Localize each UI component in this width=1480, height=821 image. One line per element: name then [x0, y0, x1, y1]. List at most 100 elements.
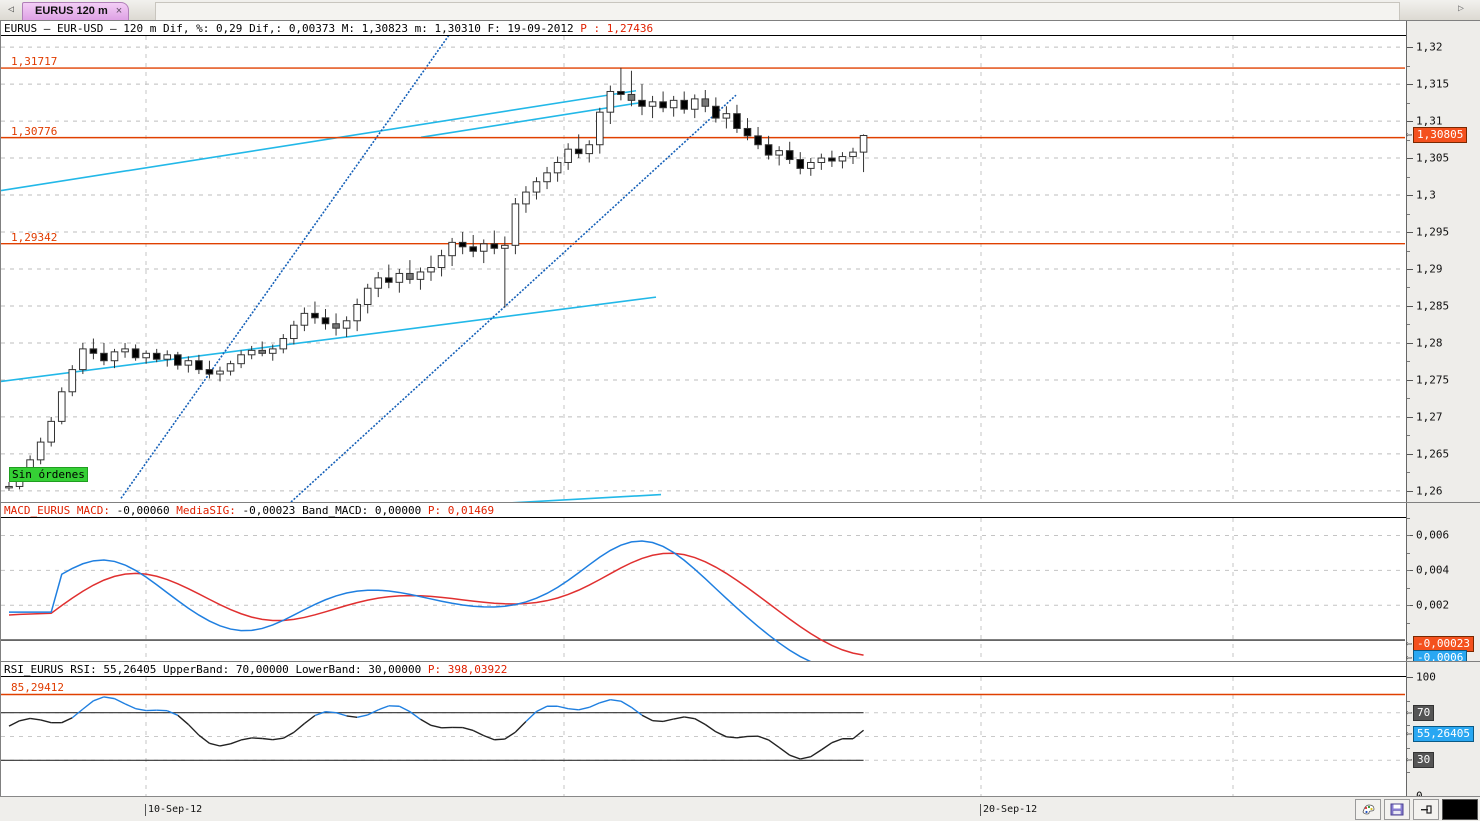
lowerband-label: LowerBand:: [295, 663, 361, 676]
rsi-value-badge[interactable]: 55,26405: [1413, 726, 1474, 742]
tab-strip-empty-area: [155, 2, 1400, 21]
macd-axis-minor-tickmark: [1407, 605, 1410, 606]
price-level-label: 1,31717: [11, 55, 57, 68]
price-axis-tickmark: [1407, 417, 1413, 418]
price-axis-tick: 1,285: [1416, 299, 1449, 312]
rsi-level-pointer-icon: ⇦: [1406, 755, 1412, 766]
time-axis-label: 10-Sep-12: [145, 804, 202, 816]
rsi-level-pointer-icon: ⇦: [1406, 707, 1412, 718]
save-icon[interactable]: [1384, 799, 1410, 820]
price-axis-minor-tickmark: [1407, 435, 1410, 436]
price-axis-minor-tickmark: [1407, 398, 1410, 399]
macd-axis-minor-tickmark: [1407, 518, 1410, 519]
macd-panel-header: MACD_EURUS MACD: -0,00060 MediaSIG: -0,0…: [1, 503, 1480, 518]
rsi-plot-area[interactable]: 85,29412: [1, 677, 1407, 797]
price-axis-minor-tickmark: [1407, 287, 1410, 288]
band-label: Band_MACD:: [302, 504, 368, 517]
rsi-overbought-label: 85,29412: [11, 681, 64, 694]
tab-eurus-120m[interactable]: EURUS 120 m ×: [22, 2, 129, 21]
price-axis-tickmark: [1407, 84, 1413, 85]
rsi-axis-minor-tickmark: [1407, 725, 1410, 726]
price-axis-minor-tickmark: [1407, 177, 1410, 178]
price-chart-panel: EURUS – EUR-USD – 120 m Dif, %: 0,29 Dif…: [0, 20, 1480, 504]
price-axis-tickmark: [1407, 158, 1413, 159]
macd-plot-area[interactable]: [1, 518, 1407, 662]
price-axis-tickmark: [1407, 195, 1413, 196]
tab-close-icon[interactable]: ×: [116, 5, 122, 17]
macd-axis-minor-tickmark: [1407, 623, 1410, 624]
rsi-axis-minor-tickmark: [1407, 701, 1410, 702]
rsi-lowerband-badge[interactable]: 30: [1413, 752, 1434, 768]
rsi-level-pointer-icon: ⇦: [1406, 729, 1412, 740]
price-axis-minor-tickmark: [1407, 214, 1410, 215]
pin-icon[interactable]: [1413, 799, 1439, 820]
dif-label: Dif,:: [249, 22, 282, 35]
date-value: 19-09-2012: [507, 22, 573, 35]
max-value: 1,30823: [362, 22, 408, 35]
date-label: F:: [488, 22, 501, 35]
time-axis: 10-Sep-12 20-Sep-12: [0, 796, 1480, 821]
rsi-axis-minor-tickmark: [1407, 772, 1410, 773]
macd-axis-minor-tickmark: [1407, 535, 1410, 536]
macd-axis-minor-tickmark: [1407, 588, 1410, 589]
time-axis-label: 20-Sep-12: [980, 804, 1037, 816]
price-axis-tick: 1,3: [1416, 189, 1436, 202]
current-price-badge[interactable]: 1,30805: [1413, 127, 1467, 143]
rsi-p-value: 398,03922: [448, 663, 508, 676]
price-axis-tickmark: [1407, 380, 1413, 381]
macd-axis-tick: 0,004: [1416, 564, 1449, 577]
rsi-axis[interactable]: 1000⇦70⇦55,26405⇦30: [1406, 662, 1480, 797]
lowerband-value: 30,00000: [368, 663, 421, 676]
status-bar: [1355, 799, 1478, 819]
price-axis-tick: 1,31: [1416, 115, 1443, 128]
price-axis-tick: 1,28: [1416, 336, 1443, 349]
p-value: 1,27436: [607, 22, 653, 35]
rsi-p-label: P:: [428, 663, 441, 676]
price-axis-minor-tickmark: [1407, 103, 1410, 104]
price-axis-tickmark: [1407, 232, 1413, 233]
max-label: M:: [342, 22, 355, 35]
macd-axis-minor-tickmark: [1407, 553, 1410, 554]
band-value: 0,00000: [375, 504, 421, 517]
macd-indicator-name: MACD_EURUS: [4, 504, 70, 517]
rsi-axis-tickmark: [1407, 677, 1413, 678]
price-axis-tickmark: [1407, 454, 1413, 455]
dif-value: 0,00373: [289, 22, 335, 35]
macd-label: MACD:: [77, 504, 110, 517]
blank-display[interactable]: [1442, 799, 1478, 820]
tab-scroll-right-icon[interactable]: ▷: [1454, 2, 1468, 16]
signal-value: -0,00023: [242, 504, 295, 517]
tab-label: EURUS 120 m: [35, 5, 108, 17]
signal-label: MediaSIG:: [176, 504, 236, 517]
rsi-upperband-badge[interactable]: 70: [1413, 705, 1434, 721]
macd-axis-tick: 0,006: [1416, 529, 1449, 542]
upperband-value: 70,00000: [236, 663, 289, 676]
price-axis-minor-tickmark: [1407, 324, 1410, 325]
tab-strip: ◁ EURUS 120 m × ▷: [0, 0, 1480, 21]
price-axis-tickmark: [1407, 121, 1413, 122]
palette-icon[interactable]: [1355, 799, 1381, 820]
price-axis-tick: 1,265: [1416, 447, 1449, 460]
macd-value-pointer-icon: ⇦: [1406, 639, 1412, 650]
order-status-badge[interactable]: Sin órdenes: [9, 467, 88, 482]
price-axis-tick: 1,27: [1416, 410, 1443, 423]
tab-scroll-left-icon[interactable]: ◁: [3, 3, 19, 17]
min-label: m:: [415, 22, 428, 35]
price-axis-tick: 1,29: [1416, 263, 1443, 276]
price-axis-tick: 1,26: [1416, 484, 1443, 497]
price-axis-tick: 1,275: [1416, 373, 1449, 386]
macd-p-label: P:: [428, 504, 441, 517]
price-axis-tickmark: [1407, 343, 1413, 344]
rsi-panel-header: RSI_EURUS RSI: 55,26405 UpperBand: 70,00…: [1, 662, 1480, 677]
rsi-indicator-name: RSI_EURUS: [4, 663, 64, 676]
current-price-pointer-icon: ⇦: [1406, 130, 1412, 141]
price-axis-tick: 1,305: [1416, 152, 1449, 165]
rsi-label: RSI:: [70, 663, 97, 676]
price-axis-tick: 1,315: [1416, 78, 1449, 91]
price-axis-tickmark: [1407, 306, 1413, 307]
macd-panel: MACD_EURUS MACD: -0,00060 MediaSIG: -0,0…: [0, 502, 1480, 663]
price-axis-minor-tickmark: [1407, 251, 1410, 252]
